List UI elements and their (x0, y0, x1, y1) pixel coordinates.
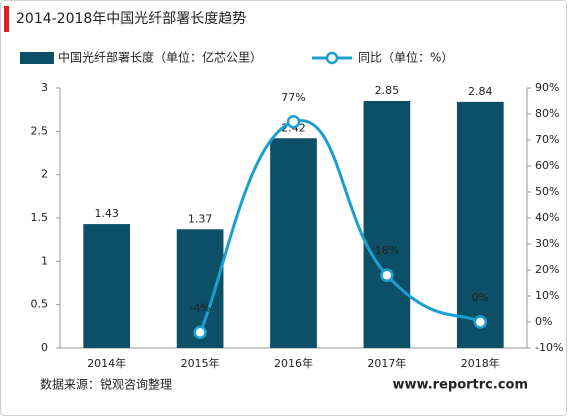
line-value-label: 18% (375, 244, 399, 257)
y2-tick-label: 70% (535, 133, 559, 146)
x-tick-label: 2015年 (181, 356, 220, 370)
bar (363, 101, 411, 348)
chart-title: 2014-2018年中国光纤部署长度趋势 (16, 11, 246, 27)
y-tick-label: 2.5 (31, 124, 49, 137)
line-value-label: 0% (472, 291, 489, 304)
y2-tick-label: 60% (535, 159, 559, 172)
line-value-label: -4% (189, 301, 210, 314)
line (198, 119, 481, 334)
y2-tick-label: 10% (535, 289, 559, 302)
line-value-label: 77% (281, 91, 305, 104)
y2-tick-label: 0% (535, 315, 552, 328)
y2-tick-label: 40% (535, 211, 559, 224)
y2-tick-label: 80% (535, 107, 559, 120)
y2-tick-label: 90% (535, 81, 559, 94)
x-tick-label: 2014年 (87, 356, 126, 370)
line-point (193, 325, 207, 340)
bar-value-label: 1.37 (188, 212, 213, 225)
y-tick-label: 2 (41, 168, 48, 181)
legend-label: 同比（单位：%） (358, 50, 453, 65)
line-point (473, 315, 488, 329)
y2-tick-label: 50% (535, 185, 559, 198)
bar (83, 224, 131, 348)
y-tick-label: 0.5 (31, 298, 49, 311)
x-tick-label: 2016年 (274, 356, 313, 370)
bar-value-label: 2.84 (468, 85, 493, 98)
line-point (286, 115, 301, 129)
y-tick-label: 3 (41, 81, 48, 94)
bar-value-label: 1.43 (94, 207, 119, 220)
legend-swatch (20, 52, 54, 64)
legend-swatch (325, 51, 339, 65)
line-point (380, 268, 394, 282)
website: www.reportrc.com (393, 378, 528, 393)
bar (270, 138, 317, 348)
y2-tick-label: -10% (535, 341, 563, 354)
bar-value-label: 2.85 (375, 84, 400, 97)
bar (456, 101, 504, 348)
x-tick-label: 2018年 (461, 356, 500, 370)
y2-tick-label: 20% (535, 263, 559, 276)
y-tick-label: 1.5 (31, 211, 49, 224)
title-accent (4, 6, 9, 32)
y-tick-label: 0 (41, 341, 48, 354)
source: 数据来源：锐观咨询整理 (40, 377, 172, 392)
x-tick-label: 2017年 (367, 356, 406, 370)
y-tick-label: 1 (41, 254, 48, 267)
legend-label: 中国光纤部署长度（单位：亿芯公里） (58, 50, 262, 65)
y2-tick-label: 30% (535, 237, 559, 250)
